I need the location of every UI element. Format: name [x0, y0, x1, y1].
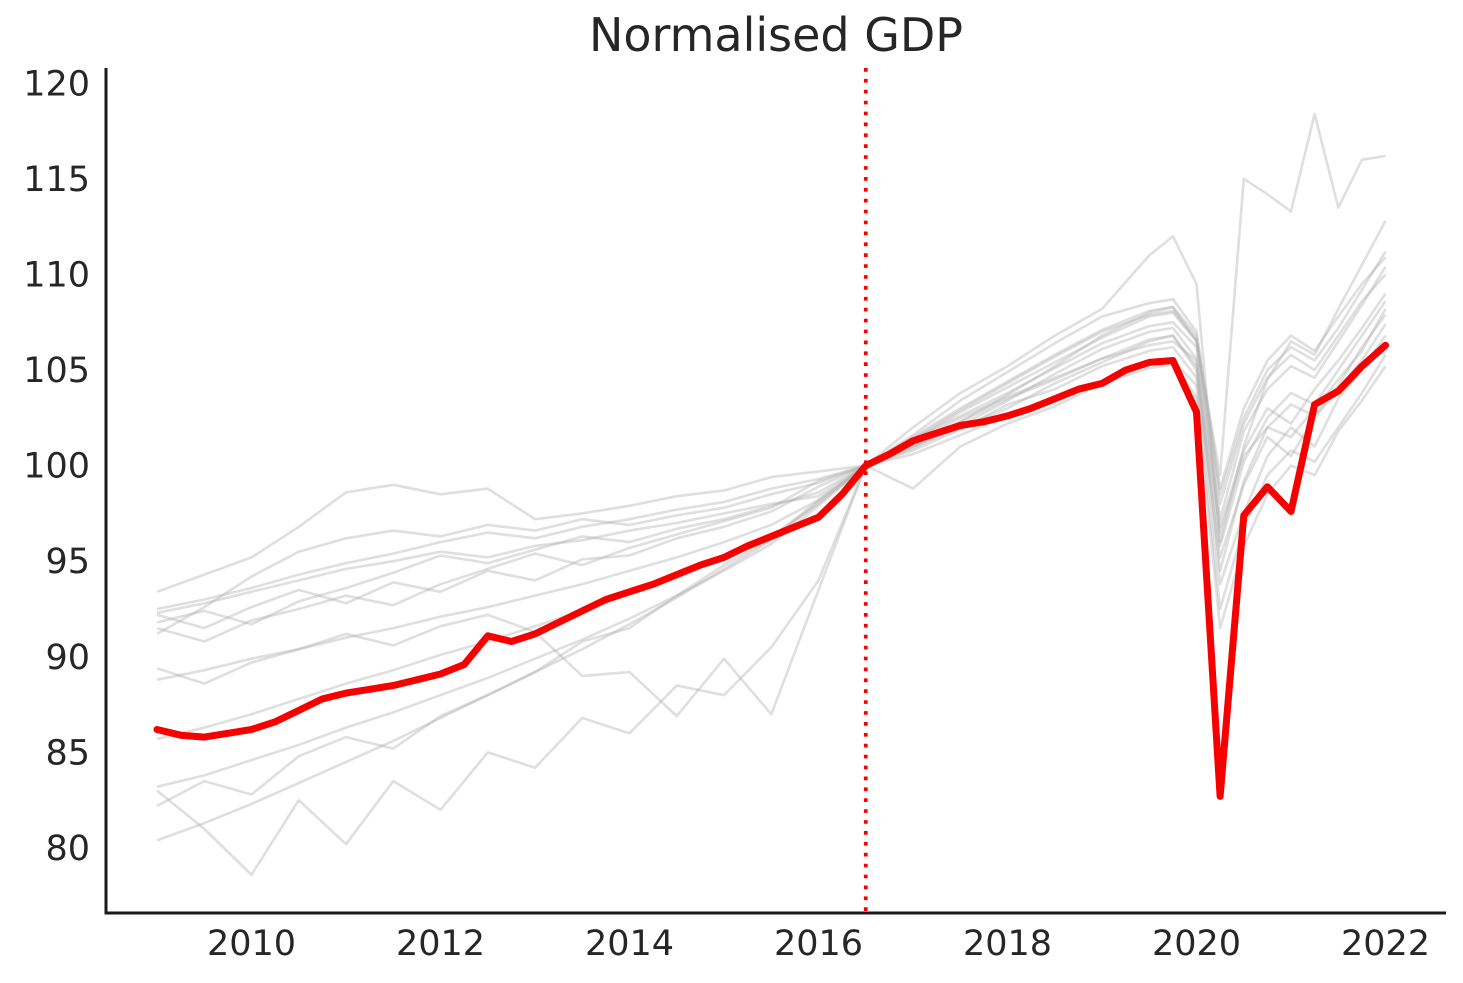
y-tick-label: 105 [23, 351, 90, 391]
background-country-line [156, 354, 1387, 643]
x-tick-label: 2014 [585, 924, 674, 964]
chart-title: Normalised GDP [588, 8, 964, 62]
y-tick-label: 90 [45, 638, 90, 678]
highlighted-country-line [153, 341, 1389, 800]
x-tick-label: 2012 [396, 924, 485, 964]
y-tick-label: 80 [45, 829, 90, 869]
y-tick-label: 85 [45, 733, 90, 773]
x-tick-label: 2018 [963, 924, 1052, 964]
y-tick-label: 120 [23, 64, 90, 104]
x-tick-label: 2020 [1152, 924, 1241, 964]
x-tick-label: 2016 [774, 924, 863, 964]
y-tick-label: 100 [23, 447, 90, 487]
y-tick-label: 110 [23, 255, 90, 295]
background-country-line [156, 220, 1387, 877]
y-tick-label: 95 [45, 542, 90, 582]
y-tick-label: 115 [23, 160, 90, 200]
background-country-line [156, 362, 1387, 718]
x-tick-label: 2022 [1341, 924, 1430, 964]
x-tick-label: 2010 [207, 924, 296, 964]
